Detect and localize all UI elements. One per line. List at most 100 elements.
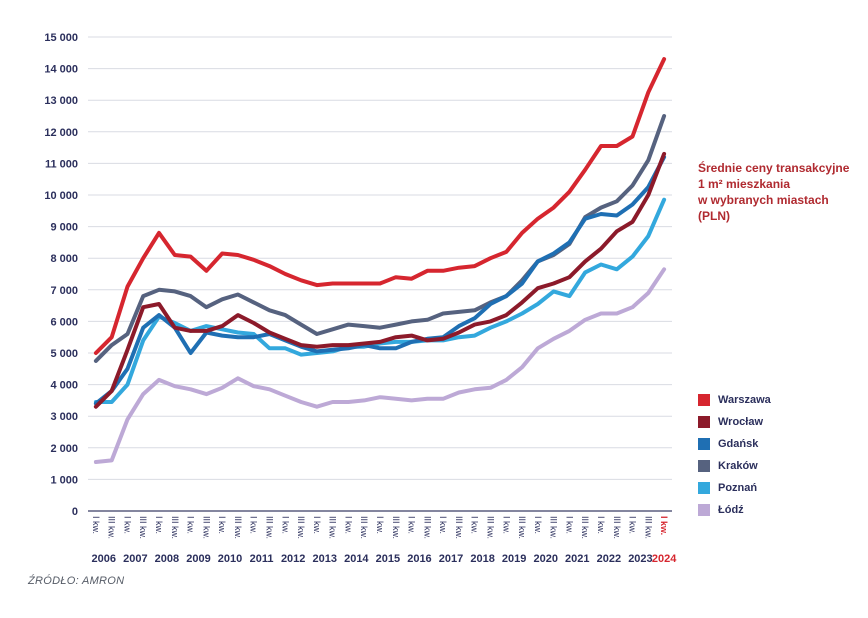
x-quarter-label: III kw.	[170, 516, 180, 539]
x-year-label: 2013	[313, 553, 337, 565]
x-quarter-label: III kw.	[580, 516, 590, 539]
x-quarter-label: I kw.	[438, 516, 448, 534]
x-quarter-label: I kw.	[343, 516, 353, 534]
x-quarter-label: III kw.	[138, 516, 148, 539]
x-year-label: 2008	[155, 553, 179, 565]
x-year-label: 2024	[652, 553, 677, 565]
x-quarter-label: I kw.	[217, 516, 227, 534]
x-quarter-label: I kw.	[596, 516, 606, 534]
y-tick-label: 10 000	[44, 190, 78, 202]
x-quarter-label: I kw.	[186, 516, 196, 534]
series-line-łódź	[93, 267, 667, 464]
legend-swatch	[698, 416, 710, 428]
x-quarter-label: III kw.	[517, 516, 527, 539]
x-quarter-label: I kw.	[659, 516, 669, 535]
legend-label: Wrocław	[718, 416, 764, 428]
legend-swatch	[698, 460, 710, 472]
x-quarter-label: I kw.	[564, 516, 574, 534]
y-tick-label: 12 000	[44, 127, 78, 139]
y-tick-label: 11 000	[45, 158, 78, 170]
legend-item-poznan: Poznań	[698, 477, 863, 499]
x-quarter-label: I kw.	[154, 516, 164, 534]
x-quarter-label: I kw.	[249, 516, 259, 534]
x-quarter-label: I kw.	[407, 516, 417, 534]
legend-label: Kraków	[718, 460, 758, 472]
y-tick-label: 8 000	[50, 253, 78, 265]
x-year-label: 2010	[218, 553, 242, 565]
x-quarter-label: I kw.	[470, 516, 480, 534]
legend-swatch	[698, 438, 710, 450]
x-quarter-label: III kw.	[612, 516, 622, 539]
series-line-warszawa	[93, 57, 667, 355]
x-year-label: 2019	[502, 553, 526, 565]
y-tick-label: 14 000	[44, 64, 78, 76]
x-quarter-label: I kw.	[375, 516, 385, 534]
source-note: ŹRÓDŁO: AMRON	[28, 575, 125, 587]
legend-item-krakow: Kraków	[698, 455, 863, 477]
x-quarter-label: I kw.	[312, 516, 322, 534]
x-quarter-label: III kw.	[391, 516, 401, 539]
x-quarter-label: I kw.	[91, 516, 101, 534]
chart-title-line: Średnie ceny transakcyjne	[698, 161, 850, 175]
x-quarter-label: I kw.	[122, 516, 132, 534]
x-quarter-label: I kw.	[501, 516, 511, 534]
y-tick-label: 15 000	[44, 32, 78, 44]
x-quarter-label: I kw.	[280, 516, 290, 534]
y-tick-label: 0	[72, 506, 78, 518]
series-line-gdańsk	[93, 155, 667, 406]
chart-title-line: 1 m² mieszkania	[698, 177, 791, 191]
x-quarter-label: III kw.	[643, 516, 653, 539]
y-tick-label: 7 000	[50, 285, 78, 297]
x-year-label: 2016	[407, 553, 431, 565]
x-year-label: 2009	[186, 553, 210, 565]
y-tick-label: 9 000	[50, 222, 78, 234]
x-year-label: 2015	[376, 553, 400, 565]
legend-swatch	[698, 482, 710, 494]
legend-item-warszawa: Warszawa	[698, 389, 863, 411]
legend-label: Warszawa	[718, 394, 771, 406]
y-tick-label: 2 000	[50, 443, 78, 455]
x-year-label: 2018	[470, 553, 494, 565]
legend-swatch	[698, 394, 710, 406]
y-tick-label: 3 000	[50, 411, 78, 423]
x-quarter-label: III kw.	[454, 516, 464, 539]
x-quarter-label: III kw.	[201, 516, 211, 539]
x-year-label: 2006	[92, 553, 116, 565]
y-tick-label: 4 000	[50, 380, 78, 392]
legend-label: Gdańsk	[718, 438, 759, 450]
x-quarter-label: III kw.	[265, 516, 275, 539]
x-quarter-label: III kw.	[359, 516, 369, 539]
x-quarter-label: III kw.	[296, 516, 306, 539]
x-quarter-label: III kw.	[422, 516, 432, 539]
x-quarter-label: III kw.	[233, 516, 243, 539]
x-quarter-label: III kw.	[107, 516, 117, 539]
chart-title-line: (PLN)	[698, 209, 730, 223]
x-year-label: 2017	[439, 553, 463, 565]
series-line-wrocław	[93, 151, 667, 409]
x-year-label: 2021	[565, 553, 589, 565]
x-year-label: 2014	[344, 553, 369, 565]
x-quarter-label: I kw.	[628, 516, 638, 534]
chart-title-line: w wybranych miastach	[698, 193, 829, 207]
x-quarter-label: III kw.	[328, 516, 338, 539]
legend-item-gdansk: Gdańsk	[698, 433, 863, 455]
x-quarter-label: III kw.	[549, 516, 559, 539]
legend-label: Poznań	[718, 482, 758, 494]
x-year-label: 2022	[597, 553, 621, 565]
legend-label: Łódź	[718, 504, 744, 516]
y-tick-label: 6 000	[50, 316, 78, 328]
y-tick-label: 5 000	[50, 348, 78, 360]
legend: Warszawa Wrocław Gdańsk Kraków Poznań Łó…	[698, 389, 863, 521]
x-year-label: 2012	[281, 553, 305, 565]
x-quarter-label: I kw.	[533, 516, 543, 534]
x-year-label: 2007	[123, 553, 147, 565]
y-tick-label: 13 000	[44, 95, 78, 107]
legend-item-lodz: Łódź	[698, 499, 863, 521]
legend-swatch	[698, 504, 710, 516]
y-tick-label: 1 000	[50, 474, 78, 486]
chart-title: Średnie ceny transakcyjne 1 m² mieszkani…	[698, 160, 868, 224]
legend-item-wroclaw: Wrocław	[698, 411, 863, 433]
x-year-label: 2023	[628, 553, 652, 565]
x-year-label: 2011	[250, 553, 274, 565]
